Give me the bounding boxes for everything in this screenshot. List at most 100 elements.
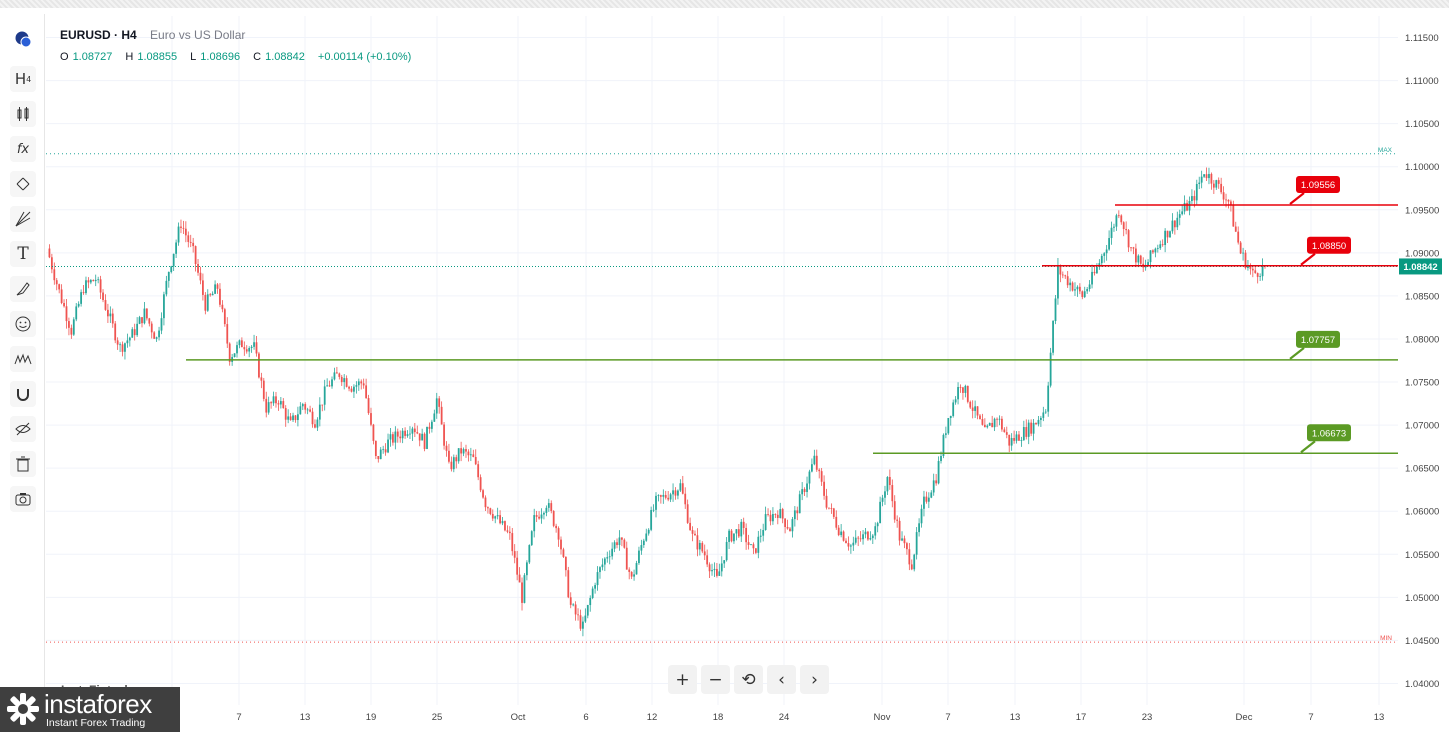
- candle-body: [703, 551, 706, 556]
- candle-body: [625, 547, 628, 570]
- candle-body: [448, 450, 450, 462]
- candle-body: [301, 404, 304, 407]
- candle-body: [216, 284, 219, 289]
- candle-body: [116, 340, 119, 345]
- candle-body: [55, 280, 58, 285]
- candle-body: [601, 564, 604, 568]
- chart-frame: [44, 14, 1399, 707]
- y-tick-label: 1.08000: [1405, 334, 1439, 345]
- candle-body: [250, 346, 253, 348]
- candle-body: [343, 378, 346, 383]
- currency-flag-icon[interactable]: [10, 26, 36, 52]
- candle-body: [996, 418, 998, 420]
- brand-banner: instaforex Instant Forex Trading: [0, 687, 180, 732]
- candle-body: [1022, 427, 1025, 441]
- candle-body: [784, 518, 787, 527]
- candle-body: [557, 528, 560, 540]
- candle-body: [353, 386, 355, 392]
- level-label: 1.08850: [1312, 241, 1346, 252]
- screenshot-camera-icon[interactable]: [10, 486, 36, 512]
- candle-body: [898, 520, 901, 541]
- candles-icon[interactable]: [10, 101, 36, 127]
- candle-body: [847, 543, 850, 547]
- candle-body: [211, 293, 214, 296]
- y-tick-label: 1.10000: [1405, 162, 1439, 173]
- x-tick-label: Dec: [1236, 712, 1253, 723]
- candle-body: [357, 381, 360, 386]
- candle-body: [845, 540, 847, 544]
- candle-body: [886, 476, 889, 492]
- candle-body: [262, 380, 265, 399]
- reset-chart-button[interactable]: ⟲: [734, 665, 763, 694]
- candle-body: [1193, 196, 1196, 201]
- candle-body: [331, 379, 333, 387]
- candle-body: [511, 533, 514, 552]
- candle-body: [789, 528, 791, 532]
- candle-body: [815, 455, 818, 470]
- candle-body: [496, 515, 499, 517]
- emoji-icon[interactable]: [10, 311, 36, 337]
- candle-body: [535, 515, 538, 517]
- text-icon[interactable]: T: [10, 241, 36, 267]
- x-tick-label: Oct: [511, 712, 526, 723]
- candle-body: [611, 548, 614, 557]
- y-tick-label: 1.07500: [1405, 378, 1439, 389]
- brush-icon[interactable]: [10, 276, 36, 302]
- candle-body: [304, 404, 307, 410]
- candle-body: [879, 501, 882, 524]
- candle-body: [297, 414, 299, 421]
- candle-body: [582, 621, 584, 629]
- candle-body: [1076, 286, 1079, 290]
- delete-all-icon[interactable]: [10, 451, 36, 477]
- candle-body: [206, 294, 209, 311]
- symbol-description: Euro vs US Dollar: [150, 28, 246, 42]
- trendline-icon[interactable]: [10, 171, 36, 197]
- candle-body: [289, 416, 292, 421]
- candle-body: [723, 560, 726, 564]
- candle-body: [754, 548, 757, 553]
- zoom-in-button[interactable]: +: [668, 665, 697, 694]
- open-value: 1.08727: [72, 51, 113, 63]
- symbol-title[interactable]: EURUSD · H4: [60, 28, 137, 42]
- candle-body: [1018, 434, 1020, 441]
- candle-body: [1178, 214, 1181, 218]
- candle-body: [228, 343, 231, 362]
- candle-body: [567, 570, 570, 598]
- gann-fib-icon[interactable]: [10, 206, 36, 232]
- candle-body: [367, 398, 370, 414]
- y-tick-label: 1.09000: [1405, 248, 1439, 259]
- candle-body: [150, 323, 153, 333]
- magnet-icon[interactable]: [10, 381, 36, 407]
- candle-body: [730, 530, 733, 542]
- candle-body: [1147, 262, 1149, 266]
- last-price-tag: [1399, 258, 1442, 275]
- level-callout-pointer: [1289, 192, 1305, 205]
- candle-body: [111, 313, 114, 324]
- candle-body: [871, 535, 874, 539]
- candle-body: [226, 324, 229, 344]
- candle-body: [528, 545, 531, 563]
- scroll-right-button[interactable]: ›: [800, 665, 829, 694]
- candle-body: [233, 353, 236, 358]
- hide-drawings-icon[interactable]: [10, 416, 36, 442]
- x-tick-label: 6: [583, 712, 588, 723]
- candle-body: [219, 288, 221, 305]
- candle-body: [1025, 427, 1028, 437]
- candle-body: [776, 514, 779, 518]
- zoom-out-button[interactable]: −: [701, 665, 730, 694]
- scroll-left-button[interactable]: ‹: [767, 665, 796, 694]
- candle-body: [735, 529, 738, 534]
- candle-body: [962, 387, 964, 393]
- indicators-fx-icon[interactable]: fx: [10, 136, 36, 162]
- candle-body: [798, 494, 801, 514]
- candle-body: [272, 396, 275, 404]
- candle-body: [1061, 274, 1064, 276]
- candle-body: [757, 536, 760, 553]
- patterns-icon[interactable]: [10, 346, 36, 372]
- candle-body: [716, 568, 718, 576]
- candle-body: [891, 485, 894, 502]
- y-tick-label: 1.06000: [1405, 507, 1439, 518]
- candle-body: [1173, 220, 1176, 228]
